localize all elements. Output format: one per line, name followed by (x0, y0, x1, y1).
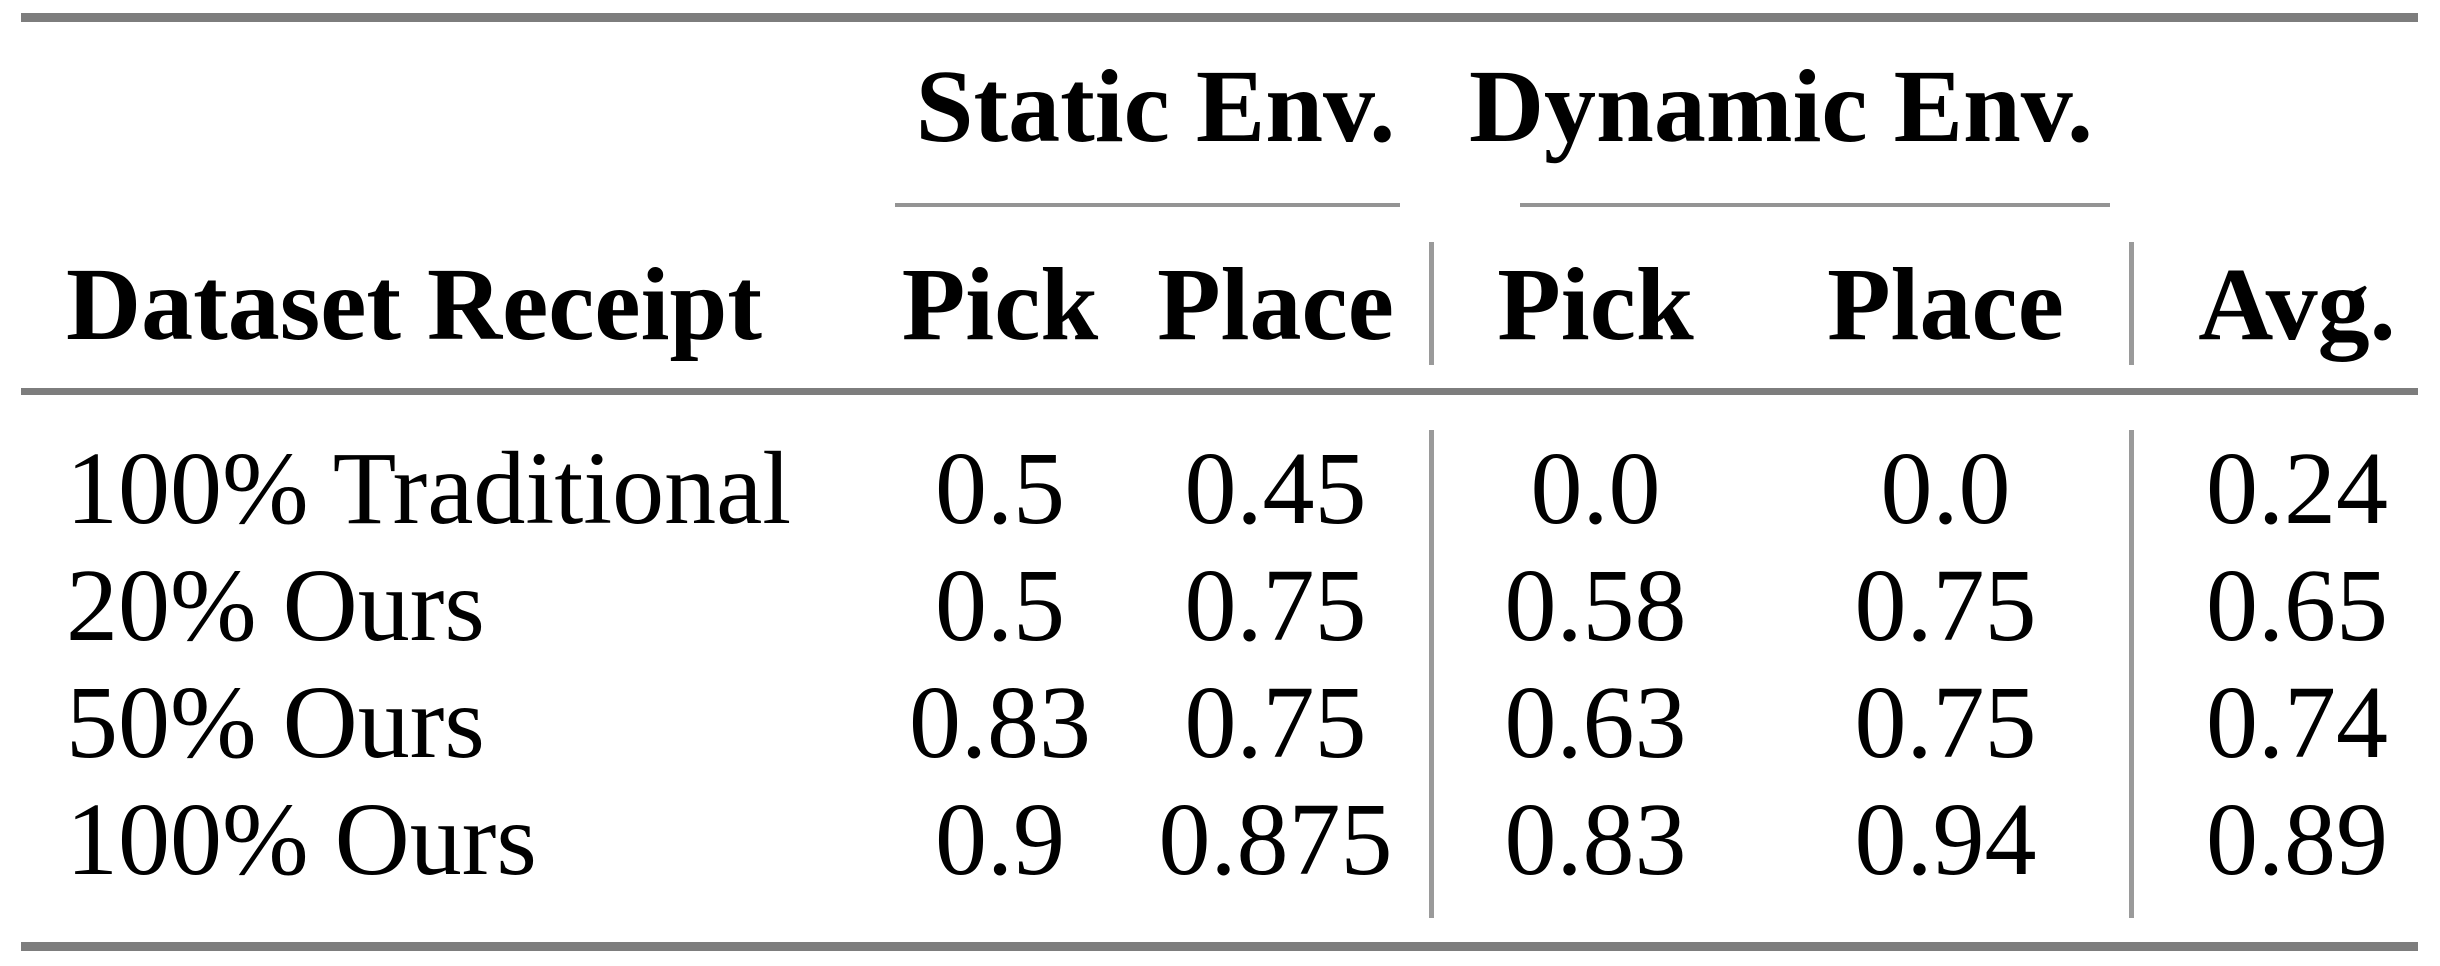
avg-value: 0.24 (2206, 430, 2388, 546)
row-label: 20% Ours (66, 547, 485, 663)
dynamic-pick-value: 0.63 (1504, 664, 1687, 780)
table-row: 100% Traditional 0.5 0.45 0.0 0.0 0.24 (21, 430, 2418, 547)
static-pick-value: 0.9 (935, 781, 1065, 897)
dynamic-place-value: 0.94 (1854, 781, 2037, 897)
column-separator-rule (2129, 430, 2134, 918)
table-top-rule (21, 13, 2418, 22)
column-header-avg: Avg. (2198, 247, 2396, 362)
group-header-static-env: Static Env. (915, 49, 1396, 164)
table-bottom-rule (21, 942, 2418, 951)
column-header-static-place: Place (1157, 247, 1394, 362)
column-header-static-pick: Pick (901, 247, 1099, 362)
row-label: 100% Ours (66, 781, 537, 897)
avg-value: 0.65 (2206, 547, 2388, 663)
column-separator-rule (2129, 242, 2134, 365)
column-separator-rule (1429, 430, 1434, 918)
column-header-row: Dataset Receipt Pick Place Pick Place Av… (21, 235, 2418, 375)
dynamic-place-value: 0.75 (1854, 547, 2037, 663)
static-place-value: 0.75 (1184, 664, 1367, 780)
dynamic-env-underline-rule (1520, 203, 2110, 207)
column-header-dynamic-pick: Pick (1497, 247, 1694, 362)
column-header-dynamic-place: Place (1827, 247, 2064, 362)
dynamic-pick-value: 0.58 (1504, 547, 1687, 663)
row-label: 100% Traditional (66, 430, 792, 546)
table-row: 20% Ours 0.5 0.75 0.58 0.75 0.65 (21, 547, 2418, 664)
static-pick-value: 0.83 (909, 664, 1091, 780)
dynamic-pick-value: 0.0 (1530, 430, 1661, 546)
group-header-dynamic-env: Dynamic Env. (1468, 49, 2094, 164)
static-place-value: 0.75 (1184, 547, 1367, 663)
static-place-value: 0.875 (1158, 781, 1393, 897)
dynamic-place-value: 0.75 (1854, 664, 2037, 780)
avg-value: 0.89 (2206, 781, 2388, 897)
row-label: 50% Ours (66, 664, 485, 780)
dynamic-place-value: 0.0 (1880, 430, 2011, 546)
table-row: 100% Ours 0.9 0.875 0.83 0.94 0.89 (21, 781, 2418, 898)
static-pick-value: 0.5 (935, 430, 1065, 546)
static-place-value: 0.45 (1184, 430, 1367, 546)
table-row: 50% Ours 0.83 0.75 0.63 0.75 0.74 (21, 664, 2418, 781)
header-separator-rule (21, 388, 2418, 395)
column-header-dataset-receipt: Dataset Receipt (66, 247, 762, 362)
group-header-row: Static Env. Dynamic Env. (21, 42, 2418, 172)
column-separator-rule (1429, 242, 1434, 365)
avg-value: 0.74 (2206, 664, 2388, 780)
static-pick-value: 0.5 (935, 547, 1065, 663)
static-env-underline-rule (895, 203, 1400, 207)
dynamic-pick-value: 0.83 (1504, 781, 1687, 897)
